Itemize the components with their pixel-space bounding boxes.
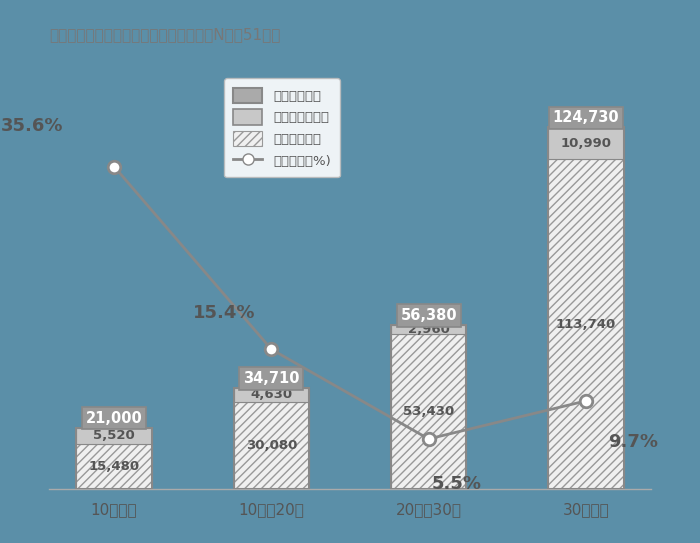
Text: 10,990: 10,990 [561,137,611,150]
Bar [76,428,152,444]
Bar [548,128,624,159]
Text: 21,000: 21,000 [85,411,143,426]
Text: 月額費別　管理費値上げ額・値上げ率　N値＝51法人: 月額費別 管理費値上げ額・値上げ率 N値＝51法人 [49,27,281,42]
Text: 9.7%: 9.7% [608,433,658,451]
Legend: 合計額（円）, 値上げ額（円）, 旧価格（円）, 値上げ率（%): 合計額（円）, 値上げ額（円）, 旧価格（円）, 値上げ率（%) [224,78,340,178]
Text: 35.6%: 35.6% [1,117,64,135]
Text: 56,380: 56,380 [400,308,457,323]
Text: 2,960: 2,960 [407,323,449,336]
Text: 4,630: 4,630 [251,388,293,401]
Text: 15.4%: 15.4% [193,304,256,322]
Text: 30,080: 30,080 [246,439,297,452]
Text: 124,730: 124,730 [552,110,620,125]
Text: 113,740: 113,740 [556,318,616,331]
Bar [234,388,309,402]
Text: 5.5%: 5.5% [432,475,482,493]
Text: 5,520: 5,520 [93,430,135,443]
Text: 15,480: 15,480 [88,460,140,473]
Bar [391,334,466,489]
Bar [76,444,152,489]
Bar [234,402,309,489]
Bar [391,325,466,334]
Text: 53,430: 53,430 [403,405,454,418]
Bar [548,159,624,489]
Text: 34,710: 34,710 [243,371,300,386]
